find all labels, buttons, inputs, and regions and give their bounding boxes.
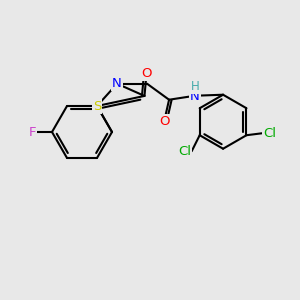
Text: O: O	[141, 68, 152, 80]
Text: N: N	[190, 90, 200, 103]
Text: S: S	[93, 100, 101, 112]
Text: F: F	[28, 125, 36, 139]
Text: H: H	[191, 80, 200, 93]
Text: Cl: Cl	[178, 145, 191, 158]
Text: N: N	[112, 77, 122, 90]
Text: O: O	[159, 115, 169, 128]
Text: Cl: Cl	[263, 127, 276, 140]
